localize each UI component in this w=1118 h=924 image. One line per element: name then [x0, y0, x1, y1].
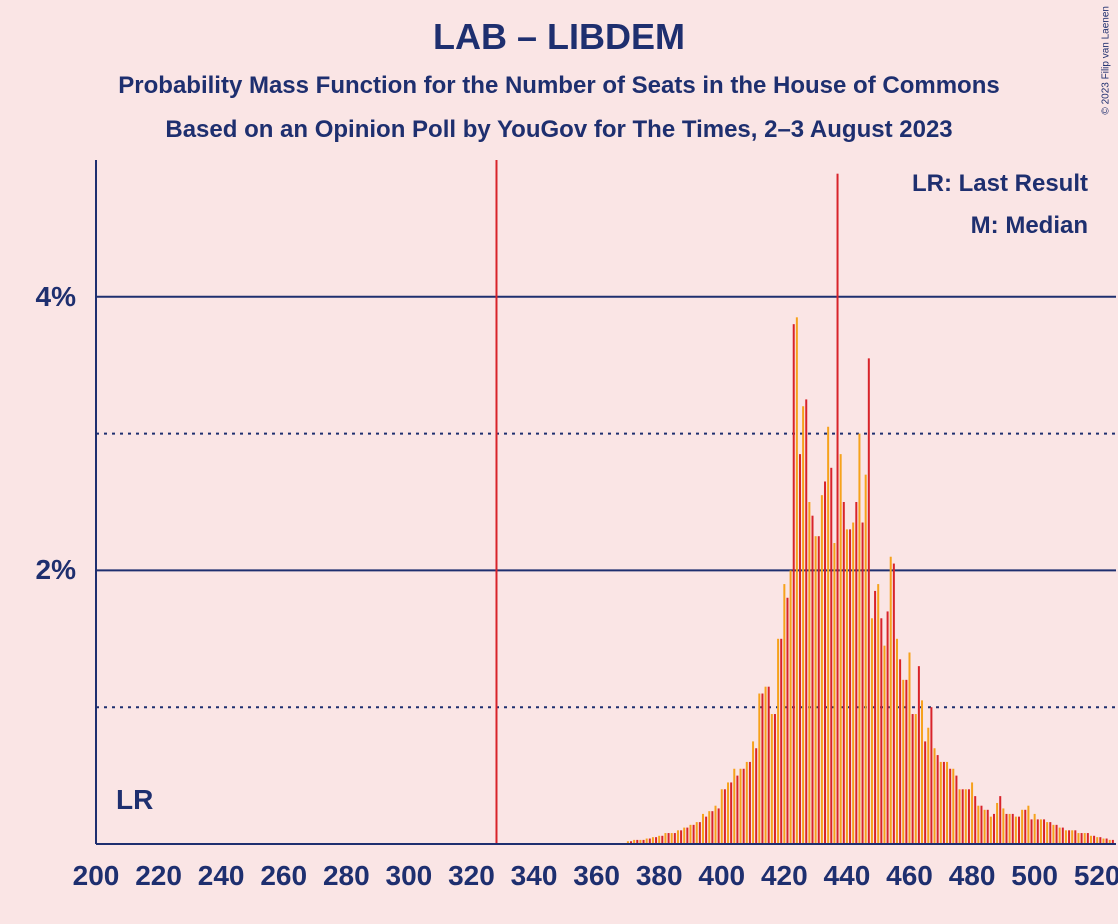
x-tick-label: 240	[198, 844, 245, 892]
x-tick-label: 300	[386, 844, 433, 892]
copyright-label: © 2023 Filip van Laenen	[1101, 6, 1112, 115]
x-tick-label: 480	[949, 844, 996, 892]
plot-area: LR LR: Last Result M: Median 2%4%2002202…	[96, 160, 1116, 844]
x-tick-label: 360	[573, 844, 620, 892]
x-tick-label: 440	[824, 844, 871, 892]
legend-lr: LR: Last Result	[912, 170, 1088, 198]
x-tick-label: 340	[511, 844, 558, 892]
x-tick-label: 220	[135, 844, 182, 892]
lr-marker-label: LR	[116, 784, 153, 816]
chart-subtitle-2: Based on an Opinion Poll by YouGov for T…	[0, 116, 1118, 144]
x-tick-label: 200	[73, 844, 120, 892]
y-tick-label: 2%	[36, 554, 96, 586]
chart-svg	[96, 160, 1116, 844]
x-tick-label: 260	[260, 844, 307, 892]
x-tick-label: 320	[448, 844, 495, 892]
x-tick-label: 280	[323, 844, 370, 892]
x-tick-label: 420	[761, 844, 808, 892]
x-tick-label: 500	[1011, 844, 1058, 892]
y-tick-label: 4%	[36, 281, 96, 313]
x-tick-label: 400	[698, 844, 745, 892]
chart-title: LAB – LIBDEM	[0, 16, 1118, 58]
legend-m: M: Median	[971, 212, 1088, 240]
x-tick-label: 460	[886, 844, 933, 892]
chart-subtitle-1: Probability Mass Function for the Number…	[0, 72, 1118, 100]
x-tick-label: 520	[1074, 844, 1118, 892]
x-tick-label: 380	[636, 844, 683, 892]
